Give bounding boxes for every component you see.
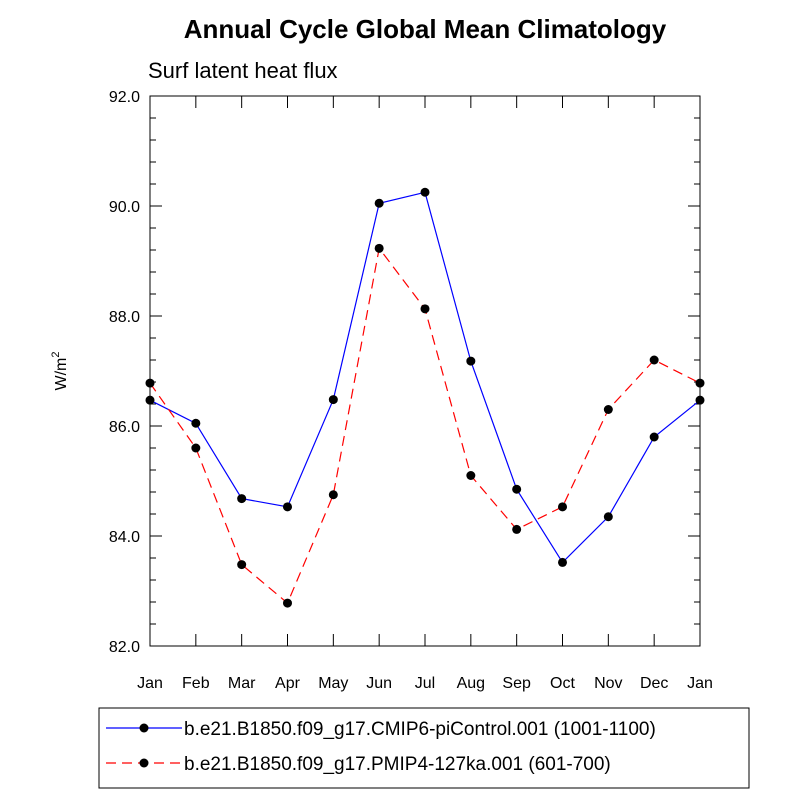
x-tick-label: May: [318, 675, 348, 692]
series-0-point: [328, 395, 338, 405]
x-tick-label: Dec: [640, 675, 668, 692]
y-tick-label: 84.0: [109, 529, 140, 546]
legend: b.e21.B1850.f09_g17.CMIP6-piControl.001 …: [106, 719, 656, 775]
series-1-point: [695, 378, 705, 388]
x-tick-label: Oct: [550, 675, 575, 692]
series-0-point: [603, 512, 613, 522]
series-0-point: [466, 356, 476, 366]
series-1-point: [466, 471, 476, 480]
series-0-point: [191, 418, 201, 428]
series-1-point: [145, 378, 155, 388]
y-tick-label: 82.0: [109, 639, 140, 656]
y-tick-label: 90.0: [109, 199, 140, 216]
y-tick-label: 88.0: [109, 309, 140, 326]
legend-label-1: b.e21.B1850.f09_g17.PMIP4-127ka.001 (601…: [184, 754, 611, 775]
series-1-point: [237, 560, 247, 570]
x-tick-label: Mar: [228, 675, 256, 692]
axes: Jan Feb Mar Apr May Jun Jul Aug Sep Oct Nov Dec Jan 8…: [109, 89, 713, 692]
y-axis-label-text: W/m: [53, 358, 70, 391]
x-tick-label: Feb: [182, 675, 210, 692]
series-1-point: [283, 598, 292, 608]
y-tick-label: 92.0: [109, 89, 140, 106]
chart-title: Annual Cycle Global Mean Climatology: [184, 14, 667, 44]
x-tick-label: Jul: [415, 675, 435, 692]
chart-subtitle: Surf latent heat flux: [148, 58, 338, 83]
legend-marker-0: [139, 723, 149, 733]
x-tick-label: Sep: [502, 675, 531, 692]
series-1-point: [420, 304, 430, 314]
series-1-point: [603, 405, 613, 414]
legend-label-0: b.e21.B1850.f09_g17.CMIP6-piControl.001 …: [184, 719, 656, 740]
x-tick-label: Jan: [687, 675, 713, 692]
series-0-point: [420, 187, 430, 197]
series-0-point: [512, 484, 522, 494]
series-line-0: [149, 191, 701, 564]
x-tick-label: Apr: [275, 675, 301, 692]
series-0-point: [649, 432, 659, 442]
series-1-point: [558, 502, 567, 512]
series-line-1: [149, 246, 701, 605]
series-1-point: [649, 355, 659, 365]
plot-frame: [149, 95, 701, 647]
series-0-point: [695, 395, 705, 405]
series-0-point: [237, 494, 247, 504]
series-layer: [145, 187, 705, 608]
y-tick-label: 86.0: [109, 419, 140, 436]
series-0-point: [374, 198, 384, 208]
series-0-point: [145, 395, 155, 405]
y-axis-label: W/m2: [50, 352, 70, 391]
series-0-point: [283, 502, 292, 512]
legend-box: [98, 707, 750, 789]
x-tick-label: Jan: [137, 675, 163, 692]
x-tick-label: Aug: [457, 675, 485, 692]
series-1-point: [512, 524, 522, 534]
x-tick-label: Jun: [366, 675, 392, 692]
series-1-point: [328, 490, 338, 500]
x-tick-label: Nov: [594, 675, 622, 692]
series-1-point: [374, 243, 384, 253]
series-0-point: [558, 557, 567, 567]
y-axis-label-superscript: 2: [50, 352, 62, 358]
series-1-point: [191, 443, 201, 453]
legend-marker-1: [139, 758, 149, 768]
